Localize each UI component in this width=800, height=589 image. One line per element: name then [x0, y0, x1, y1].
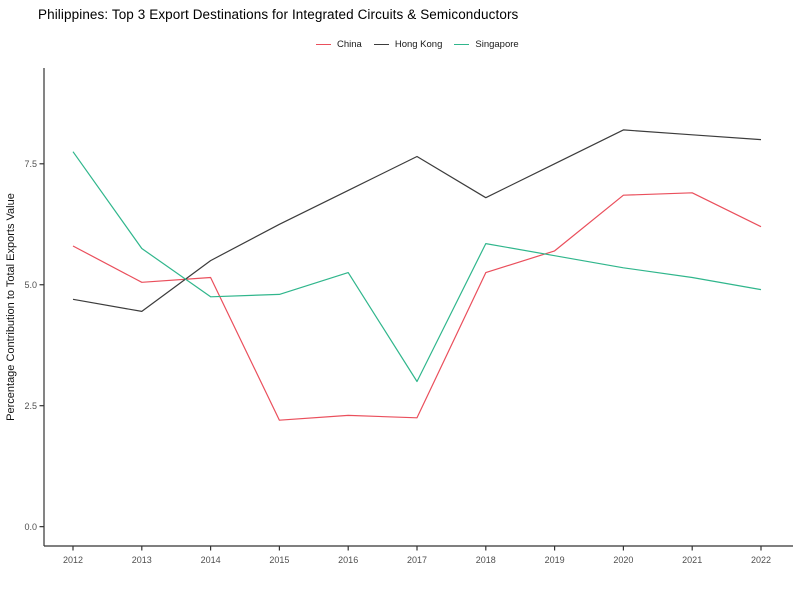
x-tick-label: 2019 — [545, 555, 565, 565]
legend-label-singapore: Singapore — [475, 39, 519, 50]
x-tick-label: 2017 — [407, 555, 427, 565]
legend-item-china: China — [316, 39, 362, 50]
legend-item-singapore: Singapore — [454, 39, 519, 50]
legend-label-china: China — [337, 39, 362, 50]
legend-key-line-china — [316, 44, 331, 45]
y-tick-label: 5.0 — [24, 280, 37, 290]
series-line-hong-kong — [72, 129, 762, 312]
x-tick-label: 2015 — [269, 555, 289, 565]
x-tick-label: 2016 — [338, 555, 358, 565]
legend-key-line-hong-kong — [373, 44, 389, 45]
x-tick-label: 2021 — [682, 555, 702, 565]
x-tick-label: 2012 — [63, 555, 83, 565]
legend-label-hong-kong: Hong Kong — [394, 39, 443, 50]
series-line-china — [72, 192, 762, 421]
y-tick-label: 7.5 — [24, 159, 37, 169]
x-tick-label: 2014 — [201, 555, 221, 565]
x-tick-label: 2013 — [132, 555, 152, 565]
y-tick-label: 0.0 — [24, 522, 37, 532]
x-tick-label: 2018 — [476, 555, 496, 565]
series-line-singapore — [72, 151, 762, 383]
x-tick-label: 2022 — [751, 555, 771, 565]
chart-title: Philippines: Top 3 Export Destinations f… — [38, 7, 519, 22]
legend: China Hong Kong Singapore — [316, 38, 519, 51]
x-tick-label: 2020 — [613, 555, 633, 565]
legend-item-hong-kong: Hong Kong — [373, 39, 443, 50]
y-tick-label: 2.5 — [24, 401, 37, 411]
legend-key-line-singapore — [454, 44, 470, 45]
